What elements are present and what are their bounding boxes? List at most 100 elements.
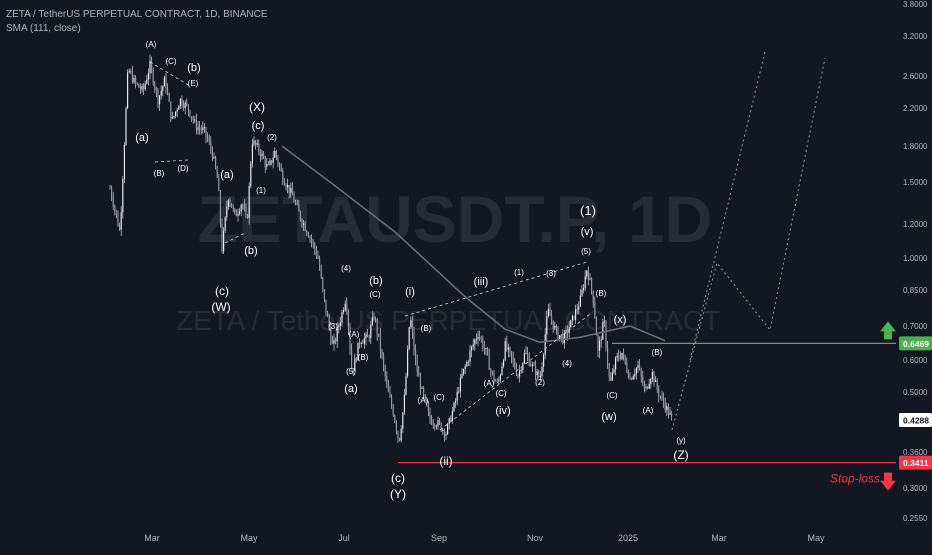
time-axis[interactable] bbox=[0, 527, 932, 550]
candle-body bbox=[616, 355, 618, 358]
candle-body bbox=[448, 418, 450, 425]
candle-body bbox=[653, 372, 655, 382]
candle-body bbox=[306, 230, 308, 234]
candle-body bbox=[227, 200, 229, 207]
candle-body bbox=[203, 127, 205, 129]
candle-body bbox=[442, 430, 444, 431]
candle-body bbox=[147, 73, 149, 80]
x-tick-label: Mar bbox=[711, 533, 727, 543]
wave-label: (w) bbox=[601, 411, 616, 423]
candle-body bbox=[352, 368, 354, 372]
candle-body bbox=[307, 233, 309, 238]
sma-line[interactable] bbox=[281, 145, 666, 344]
wave-label: (A) bbox=[418, 396, 429, 405]
y-tick-label: 3.8000 bbox=[903, 0, 928, 9]
candle-body bbox=[570, 319, 572, 328]
sma-indicator-label[interactable]: SMA (111, close) bbox=[6, 23, 81, 34]
candle-body bbox=[298, 204, 300, 212]
candle-body bbox=[197, 127, 199, 130]
candle-body bbox=[482, 339, 484, 349]
candle-body bbox=[271, 160, 273, 163]
candle-body bbox=[139, 87, 141, 90]
candle-body bbox=[394, 415, 396, 422]
candle-body bbox=[283, 182, 285, 186]
candle-body bbox=[344, 303, 346, 311]
candle-body bbox=[623, 352, 625, 356]
wave-label: (2) bbox=[267, 133, 277, 142]
candle-body bbox=[178, 106, 180, 110]
candle-body bbox=[663, 397, 665, 403]
candle-body bbox=[498, 380, 500, 382]
candle-body bbox=[656, 380, 658, 390]
wave-label: (X) bbox=[249, 100, 265, 114]
candle-body bbox=[131, 72, 133, 83]
candle-body bbox=[351, 350, 353, 369]
candle-body bbox=[199, 127, 201, 129]
target-price-tag bbox=[899, 336, 932, 351]
wave-label: (D) bbox=[177, 164, 188, 173]
candle-body bbox=[629, 377, 631, 379]
candle-body bbox=[143, 86, 145, 90]
candle-body bbox=[376, 320, 378, 334]
candle-body bbox=[343, 310, 345, 312]
candle-body bbox=[579, 295, 581, 307]
candle-body bbox=[538, 371, 540, 377]
candle-body bbox=[525, 353, 527, 355]
candle-body bbox=[301, 219, 303, 225]
candle-body bbox=[320, 269, 322, 278]
y-tick-label: 3.2000 bbox=[903, 32, 928, 41]
candle-body bbox=[671, 412, 673, 417]
candle-body bbox=[323, 289, 325, 300]
candle-body bbox=[658, 389, 660, 397]
candle-body bbox=[165, 77, 167, 90]
candle-body bbox=[183, 105, 185, 109]
candle-body bbox=[655, 380, 657, 382]
candle-body bbox=[207, 136, 209, 140]
candle-body bbox=[464, 366, 466, 369]
candle-body bbox=[331, 341, 333, 344]
candle-body bbox=[311, 237, 313, 242]
candle-body bbox=[263, 153, 265, 159]
candle-body bbox=[535, 365, 537, 376]
candle-body bbox=[523, 353, 525, 364]
y-tick-label: 0.2550 bbox=[903, 514, 928, 523]
candle-body bbox=[295, 202, 297, 204]
channel-line bbox=[149, 61, 191, 87]
candle-body bbox=[130, 70, 132, 73]
candle-body bbox=[467, 361, 469, 363]
wave-label: (a) bbox=[344, 383, 357, 395]
candle-body bbox=[650, 378, 652, 385]
candle-body bbox=[621, 352, 623, 359]
wave-label: (2) bbox=[535, 378, 545, 387]
candle-body bbox=[578, 306, 580, 310]
candle-body bbox=[543, 354, 545, 367]
candle-body bbox=[296, 203, 298, 205]
candle-body bbox=[463, 368, 465, 374]
wave-label: (B) bbox=[154, 169, 165, 178]
candle-body bbox=[280, 166, 282, 172]
channel-line bbox=[439, 313, 591, 431]
candle-body bbox=[232, 207, 234, 209]
candle-body bbox=[416, 360, 418, 373]
candle-body bbox=[194, 119, 196, 121]
candle-body bbox=[419, 376, 421, 389]
candle-body bbox=[485, 348, 487, 350]
stop-price-label: 0.3411 bbox=[903, 458, 929, 468]
candle-body bbox=[407, 349, 409, 377]
candle-body bbox=[170, 101, 172, 119]
candle-body bbox=[138, 84, 140, 88]
candle-body bbox=[237, 213, 239, 217]
wave-label: (B) bbox=[358, 353, 369, 362]
candle-body bbox=[531, 364, 533, 367]
candle-body bbox=[504, 341, 506, 361]
stop-loss-arrow-icon bbox=[880, 472, 896, 491]
candle-body bbox=[435, 426, 437, 428]
candle-body bbox=[319, 258, 321, 270]
candle-body bbox=[458, 391, 460, 393]
candle-body bbox=[637, 365, 639, 369]
candle-body bbox=[375, 318, 377, 321]
candle-body bbox=[480, 337, 482, 340]
candle-body bbox=[615, 357, 617, 370]
candle-body bbox=[610, 376, 612, 381]
